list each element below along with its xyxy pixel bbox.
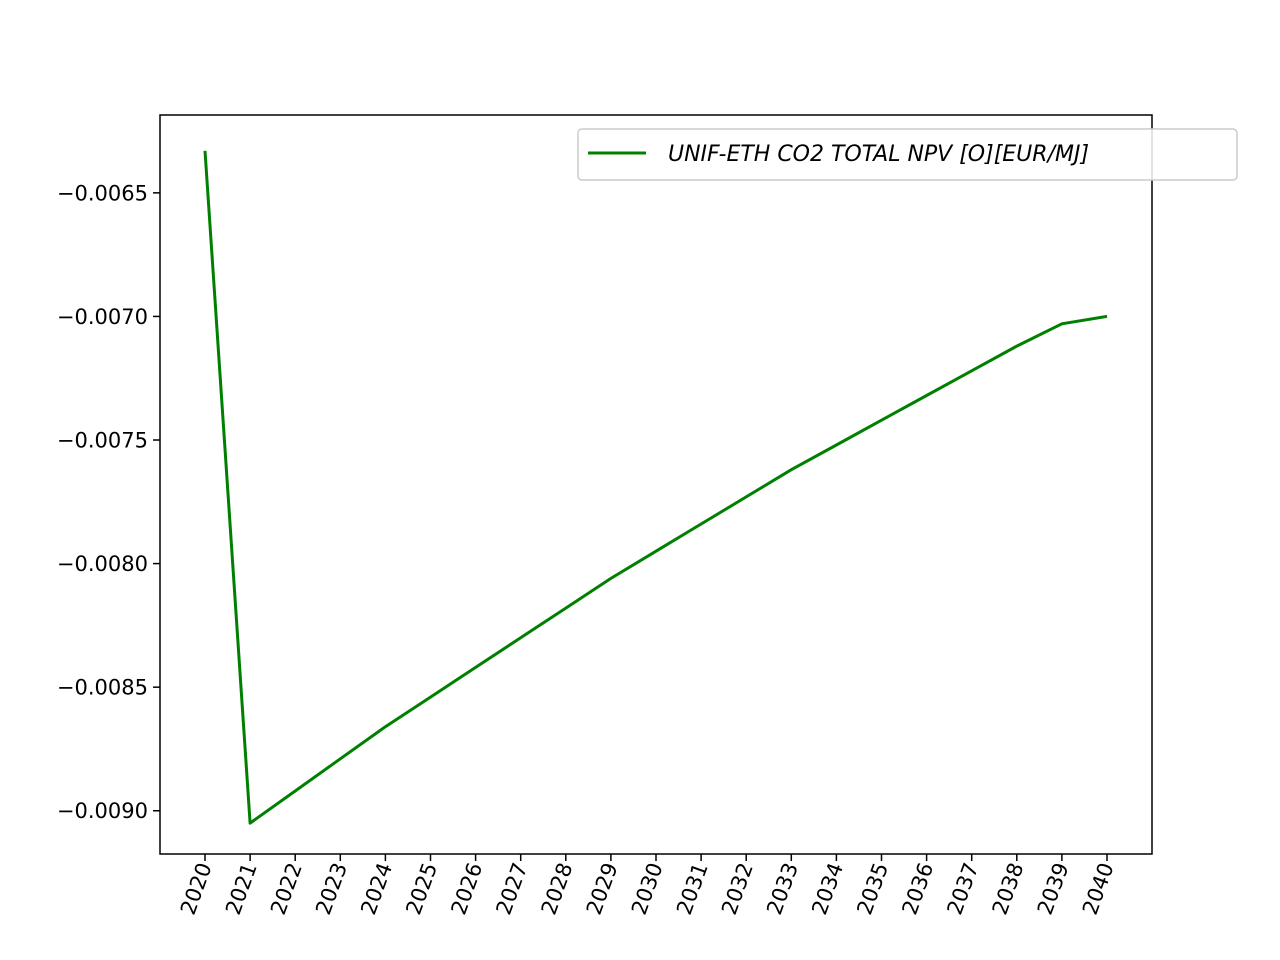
y-tick-label: −0.0080 (57, 552, 148, 576)
x-tick-label: 2040 (1078, 860, 1119, 918)
x-tick-label: 2024 (356, 860, 397, 918)
x-tick-label: 2034 (807, 860, 848, 918)
x-tick-label: 2038 (988, 860, 1029, 918)
x-tick-label: 2039 (1033, 860, 1074, 918)
legend-label: UNIF-ETH CO2 TOTAL NPV [O][EUR/MJ] (668, 142, 1089, 167)
x-tick-label: 2028 (537, 860, 578, 918)
x-tick-label: 2036 (897, 860, 938, 918)
x-tick-label: 2027 (492, 860, 533, 918)
x-tick-label: 2037 (943, 860, 984, 918)
x-axis: 2020 2021 2022 2023 2024 2025 2026 2027 2028 2029… (176, 854, 1119, 918)
x-tick-label: 2025 (401, 860, 442, 918)
legend-box (577, 128, 1238, 181)
x-tick-label: 2035 (852, 860, 893, 918)
x-tick-label: 2029 (582, 860, 623, 918)
x-tick-label: 2030 (627, 860, 668, 918)
series-line (203, 150, 1108, 825)
y-tick-label: −0.0075 (57, 429, 148, 453)
y-tick-label: −0.0065 (57, 181, 148, 205)
series-layer (203, 150, 1108, 825)
x-tick-label: 2033 (762, 860, 803, 918)
legend: UNIF-ETH CO2 TOTAL NPV [O][EUR/MJ] (577, 128, 1238, 181)
x-tick-label: 2020 (176, 860, 217, 918)
x-tick-label: 2022 (266, 860, 307, 918)
y-axis: −0.0065 −0.0070 −0.0075 −0.0080 −0.0085 −0.00… (57, 181, 160, 823)
x-tick-label: 2031 (672, 860, 713, 918)
x-tick-label: 2023 (311, 860, 352, 918)
x-tick-label: 2021 (221, 860, 262, 918)
y-tick-label: −0.0085 (57, 676, 148, 700)
x-tick-label: 2026 (446, 860, 487, 918)
x-tick-label: 2032 (717, 860, 758, 918)
y-tick-label: −0.0070 (57, 305, 148, 329)
plot-frame (159, 114, 1153, 855)
y-tick-label: −0.0090 (57, 799, 148, 823)
